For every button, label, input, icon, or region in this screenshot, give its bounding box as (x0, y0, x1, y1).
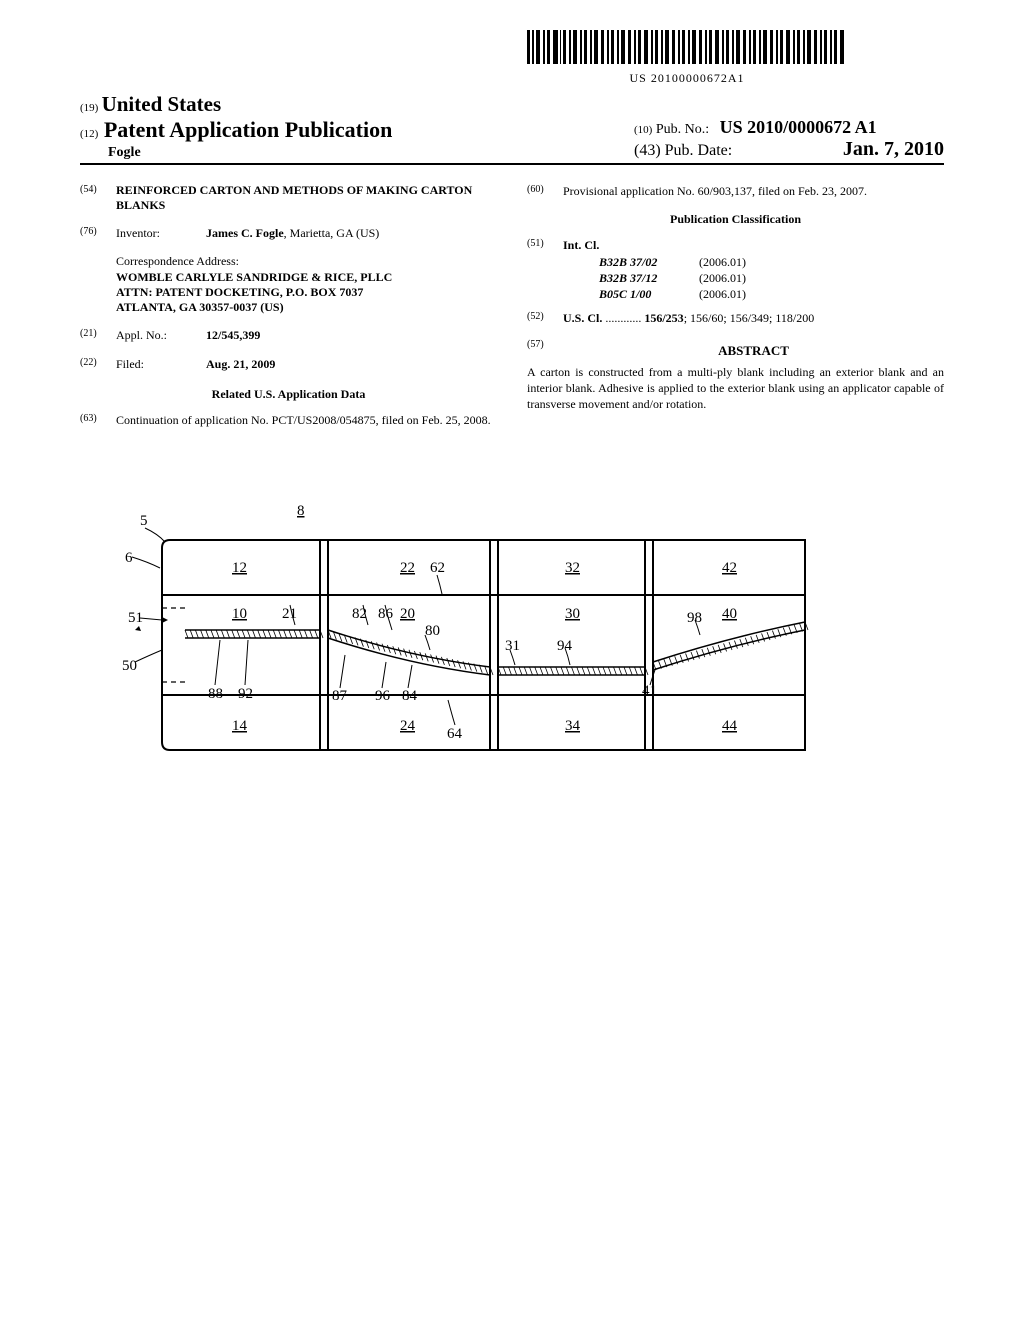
country-name: United States (102, 92, 222, 116)
country-line: (19) United States (80, 92, 944, 117)
fig-label-6: 6 (125, 550, 133, 566)
fig-label-84: 84 (402, 688, 418, 704)
field-52-first: 156/253 (644, 311, 683, 325)
field-76-num: (76) (80, 225, 108, 241)
author-name: Fogle (80, 145, 392, 161)
field-22-label: Filed: (116, 356, 198, 372)
barcode (527, 30, 847, 64)
fig-label-64: 64 (447, 726, 463, 742)
field-52: (52) U.S. Cl. ............ 156/253; 156/… (527, 310, 944, 326)
pub-title-num: (12) (80, 128, 98, 140)
field-63: (63) Continuation of application No. PCT… (80, 412, 497, 428)
fig-label-62: 62 (430, 560, 445, 576)
field-63-body: Continuation of application No. PCT/US20… (116, 412, 497, 428)
fig-label-92: 92 (238, 686, 253, 702)
fig-label-51: 51 (128, 610, 143, 626)
fig-label-42: 42 (722, 560, 737, 576)
pub-class-heading: Publication Classification (527, 211, 944, 227)
field-52-dots: ............ (602, 311, 644, 325)
fig-label-10: 10 (232, 606, 247, 622)
fig-label-32: 32 (565, 560, 580, 576)
barcode-text: US 20100000672A1 (430, 71, 944, 86)
biblio-columns: (54) REINFORCED CARTON AND METHODS OF MA… (80, 183, 944, 440)
related-heading: Related U.S. Application Data (80, 386, 497, 402)
field-60-num: (60) (527, 183, 555, 199)
fig-label-34: 34 (565, 718, 581, 734)
fig-label-31: 31 (505, 638, 520, 654)
field-76: (76) Inventor: James C. Fogle, Marietta,… (80, 225, 497, 241)
title-row: (12) Patent Application Publication Fogl… (80, 117, 944, 165)
field-76-label: Inventor: (116, 225, 198, 241)
field-60: (60) Provisional application No. 60/903,… (527, 183, 944, 199)
intcl-table: B32B 37/02(2006.01)B32B 37/12(2006.01)B0… (599, 254, 944, 303)
fig-label-24: 24 (400, 718, 416, 734)
abstract-body: A carton is constructed from a multi-ply… (527, 364, 944, 413)
fig-label-22: 22 (400, 560, 415, 576)
field-57: (57) ABSTRACT (527, 338, 944, 364)
fig-label-20: 20 (400, 606, 415, 622)
right-column: (60) Provisional application No. 60/903,… (527, 183, 944, 440)
field-52-label: U.S. Cl. (563, 311, 602, 325)
fig-label-44: 44 (722, 718, 738, 734)
correspondence-address: Correspondence Address: WOMBLE CARLYLE S… (116, 253, 497, 315)
pub-no-value: US 2010/0000672 A1 (720, 117, 877, 137)
addr-body: WOMBLE CARLYLE SANDRIDGE & RICE, PLLCATT… (116, 270, 497, 315)
field-21-label: Appl. No.: (116, 327, 198, 343)
patent-figure: 8 5 6 51 50 12 22 32 42 10 20 30 40 14 2… (90, 490, 830, 790)
field-22-body: Aug. 21, 2009 (206, 356, 497, 372)
field-52-num: (52) (527, 310, 555, 326)
pub-title: Patent Application Publication (104, 117, 392, 142)
field-54-body: REINFORCED CARTON AND METHODS OF MAKING … (116, 183, 497, 213)
fig-label-98: 98 (687, 610, 702, 626)
barcode-area: US 20100000672A1 (430, 30, 944, 86)
fig-label-5: 5 (140, 513, 148, 529)
field-51: (51) Int. Cl. B32B 37/02(2006.01)B32B 37… (527, 237, 944, 302)
field-57-num: (57) (527, 338, 555, 364)
fig-label-12: 12 (232, 560, 247, 576)
field-54: (54) REINFORCED CARTON AND METHODS OF MA… (80, 183, 497, 213)
fig-label-88: 88 (208, 686, 223, 702)
fig-label-40: 40 (722, 606, 737, 622)
inventor-loc: , Marietta, GA (US) (284, 226, 380, 240)
fig-label-94: 94 (557, 638, 573, 654)
field-22-num: (22) (80, 356, 108, 372)
fig-label-50: 50 (122, 658, 137, 674)
field-21-body: 12/545,399 (206, 327, 497, 343)
left-column: (54) REINFORCED CARTON AND METHODS OF MA… (80, 183, 497, 440)
fig-label-30: 30 (565, 606, 580, 622)
field-22: (22) Filed: Aug. 21, 2009 (80, 356, 497, 372)
pub-no-label: Pub. No.: (656, 122, 709, 137)
field-60-body: Provisional application No. 60/903,137, … (563, 183, 944, 199)
fig-label-87: 87 (332, 688, 348, 704)
fig-label-86: 86 (378, 606, 394, 622)
field-21: (21) Appl. No.: 12/545,399 (80, 327, 497, 343)
pub-date-num: (43) (634, 142, 661, 159)
figure-area: 8 5 6 51 50 12 22 32 42 10 20 30 40 14 2… (90, 490, 944, 795)
pub-date-value: Jan. 7, 2010 (843, 138, 944, 161)
field-54-num: (54) (80, 183, 108, 213)
addr-label: Correspondence Address: (116, 253, 497, 269)
fig-label-41: 41 (642, 683, 657, 699)
fig-label-14: 14 (232, 718, 248, 734)
field-63-num: (63) (80, 412, 108, 428)
field-51-label: Int. Cl. (563, 237, 944, 253)
fig-label-21: 21 (282, 606, 297, 622)
pub-date-label: Pub. Date: (665, 142, 733, 159)
inventor-name: James C. Fogle (206, 226, 284, 240)
field-51-num: (51) (527, 237, 555, 302)
field-52-rest: ; 156/60; 156/349; 118/200 (684, 311, 815, 325)
fig-label-8: 8 (297, 503, 305, 519)
field-21-num: (21) (80, 327, 108, 343)
country-num: (19) (80, 102, 98, 114)
fig-label-96: 96 (375, 688, 391, 704)
abstract-heading: ABSTRACT (563, 342, 944, 360)
fig-label-82: 82 (352, 606, 367, 622)
pub-no-num: (10) (634, 124, 652, 136)
fig-label-80: 80 (425, 623, 440, 639)
